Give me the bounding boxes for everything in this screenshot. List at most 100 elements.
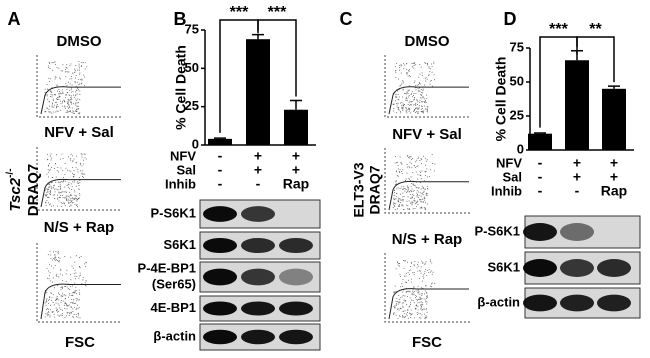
event-dot — [413, 110, 415, 112]
event-dot — [397, 187, 399, 189]
event-dot — [79, 267, 81, 269]
bar — [208, 138, 232, 145]
event-dot — [395, 198, 397, 200]
event-dot — [420, 111, 422, 113]
event-dot — [85, 285, 87, 287]
event-dot — [70, 311, 72, 313]
event-dot — [48, 111, 50, 113]
event-dot — [58, 191, 60, 193]
event-dot — [53, 167, 55, 169]
event-dot — [65, 198, 67, 200]
event-dot — [422, 186, 424, 188]
event-dot — [55, 188, 57, 190]
event-dot — [74, 278, 76, 280]
event-dot — [51, 102, 53, 104]
event-dot — [405, 106, 407, 108]
bar — [528, 133, 552, 150]
event-dot — [394, 155, 396, 157]
event-dot — [402, 199, 404, 201]
event-dot — [416, 195, 418, 197]
event-dot — [79, 163, 81, 165]
event-dot — [78, 275, 80, 277]
event-dot — [50, 185, 52, 187]
blot-band — [203, 268, 237, 286]
y-tick-label: 0 — [192, 136, 199, 151]
event-dot — [401, 205, 403, 207]
event-dot — [72, 91, 74, 93]
event-dot — [60, 301, 62, 303]
plot-title: NFV + Sal — [392, 126, 462, 143]
event-dot — [81, 172, 83, 174]
event-dot — [413, 97, 415, 99]
event-dot — [413, 286, 415, 288]
event-dot — [400, 193, 402, 195]
event-dot — [52, 62, 54, 64]
event-dot — [423, 313, 425, 315]
event-dot — [416, 111, 418, 113]
event-dot — [57, 259, 59, 261]
error-bar — [534, 132, 546, 134]
event-dot — [419, 170, 421, 172]
event-dot — [78, 112, 80, 114]
significance-label: *** — [268, 4, 287, 21]
event-dot — [409, 74, 411, 76]
event-dot — [60, 188, 62, 190]
event-dot — [419, 101, 421, 103]
event-dot — [69, 285, 71, 287]
event-dot — [429, 260, 431, 262]
event-dot — [425, 284, 427, 286]
event-dot — [426, 303, 428, 305]
event-dot — [422, 110, 424, 112]
event-dot — [65, 83, 67, 85]
event-dot — [426, 311, 428, 313]
event-dot — [424, 262, 426, 264]
event-dot — [426, 316, 428, 318]
event-dot — [73, 170, 75, 172]
event-dot — [415, 89, 417, 91]
event-dot — [68, 201, 70, 203]
event-dot — [425, 317, 427, 319]
event-dot — [421, 107, 423, 109]
event-dot — [78, 63, 80, 65]
event-dot — [417, 87, 419, 89]
event-dot — [81, 65, 83, 67]
event-dot — [63, 294, 65, 296]
event-dot — [58, 315, 60, 317]
event-dot — [63, 202, 65, 204]
event-dot — [400, 171, 402, 173]
event-dot — [46, 298, 48, 300]
event-dot — [60, 289, 62, 291]
event-dot — [56, 106, 58, 108]
event-dot — [77, 206, 79, 208]
event-dot — [399, 265, 401, 267]
condition-value: + — [292, 148, 300, 164]
blot-band — [523, 294, 557, 312]
event-dot — [64, 173, 66, 175]
event-dot — [418, 84, 420, 86]
condition-value: - — [218, 162, 223, 178]
event-dot — [72, 317, 74, 319]
event-dot — [81, 83, 83, 85]
event-dot — [410, 189, 412, 191]
event-dot — [427, 186, 429, 188]
event-dot — [63, 191, 65, 193]
event-dot — [49, 105, 51, 107]
event-dot — [407, 189, 409, 191]
event-dot — [83, 173, 85, 175]
event-dot — [395, 268, 397, 270]
event-dot — [60, 308, 62, 310]
event-dot — [429, 80, 431, 82]
event-dot — [64, 308, 66, 310]
event-dot — [80, 274, 82, 276]
event-dot — [421, 314, 423, 316]
event-dot — [65, 112, 67, 114]
event-dot — [413, 109, 415, 111]
event-dot — [420, 297, 422, 299]
event-dot — [425, 160, 427, 162]
event-dot — [85, 261, 87, 263]
event-dot — [409, 76, 411, 78]
event-dot — [59, 257, 61, 259]
event-dot — [59, 100, 61, 102]
event-dot — [49, 95, 51, 97]
blot-label: S6K1 — [163, 237, 196, 252]
